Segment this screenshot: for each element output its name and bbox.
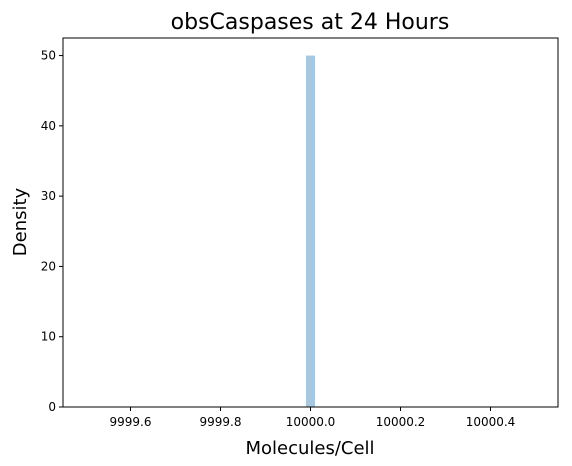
x-tick-label: 9999.8 [200,415,242,429]
y-tick-label: 20 [41,259,56,273]
x-tick-label: 10000.2 [376,415,426,429]
y-tick-label: 10 [41,330,56,344]
histogram-bar [306,55,315,407]
bar-group [306,55,315,407]
y-tick-label: 50 [41,49,56,63]
x-axis-ticks: 9999.6 9999.8 10000.0 10000.2 10000.4 [110,407,516,429]
y-axis-label: Density [10,187,31,256]
x-tick-label: 10000.4 [466,415,516,429]
x-axis-label: Molecules/Cell [245,438,374,459]
y-axis-ticks: 0 10 20 30 40 50 [41,49,63,414]
y-tick-label: 0 [48,400,56,414]
x-tick-label: 10000.0 [286,415,336,429]
y-tick-label: 40 [41,119,56,133]
chart-title: obsCaspases at 24 Hours [171,10,450,35]
x-tick-label: 9999.6 [110,415,152,429]
y-tick-label: 30 [41,189,56,203]
